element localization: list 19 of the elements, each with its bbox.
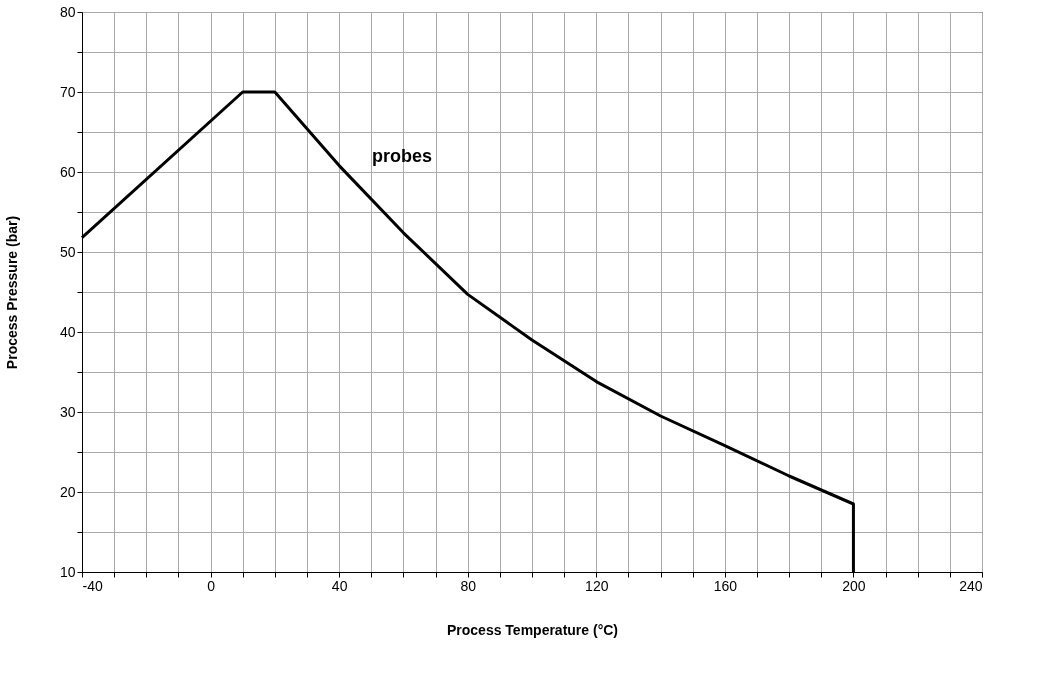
x-tick-label: 240 [959,577,983,594]
x-tick-label: 40 [331,577,348,594]
y-tick-label: 70 [59,83,76,100]
x-tick-label: 80 [460,577,477,594]
y-tick-label: 80 [59,3,76,20]
x-tick-label: 120 [585,577,609,594]
y-tick-label: 20 [59,483,76,500]
annotation: probes [372,146,433,166]
y-tick-label: 10 [59,563,76,580]
y-tick-label: 40 [59,323,76,340]
y-tick-label: 60 [59,163,76,180]
y-tick-label: 30 [59,403,76,420]
x-tick-label: 0 [207,577,216,594]
x-tick-label: 200 [842,577,866,594]
x-axis-title: Process Temperature (°C) [446,621,619,638]
x-tick-label: -40 [82,577,103,594]
y-tick-label: 50 [59,243,76,260]
y-axis-title: Process Pressure (bar) [3,215,20,370]
x-tick-label: 160 [713,577,738,594]
